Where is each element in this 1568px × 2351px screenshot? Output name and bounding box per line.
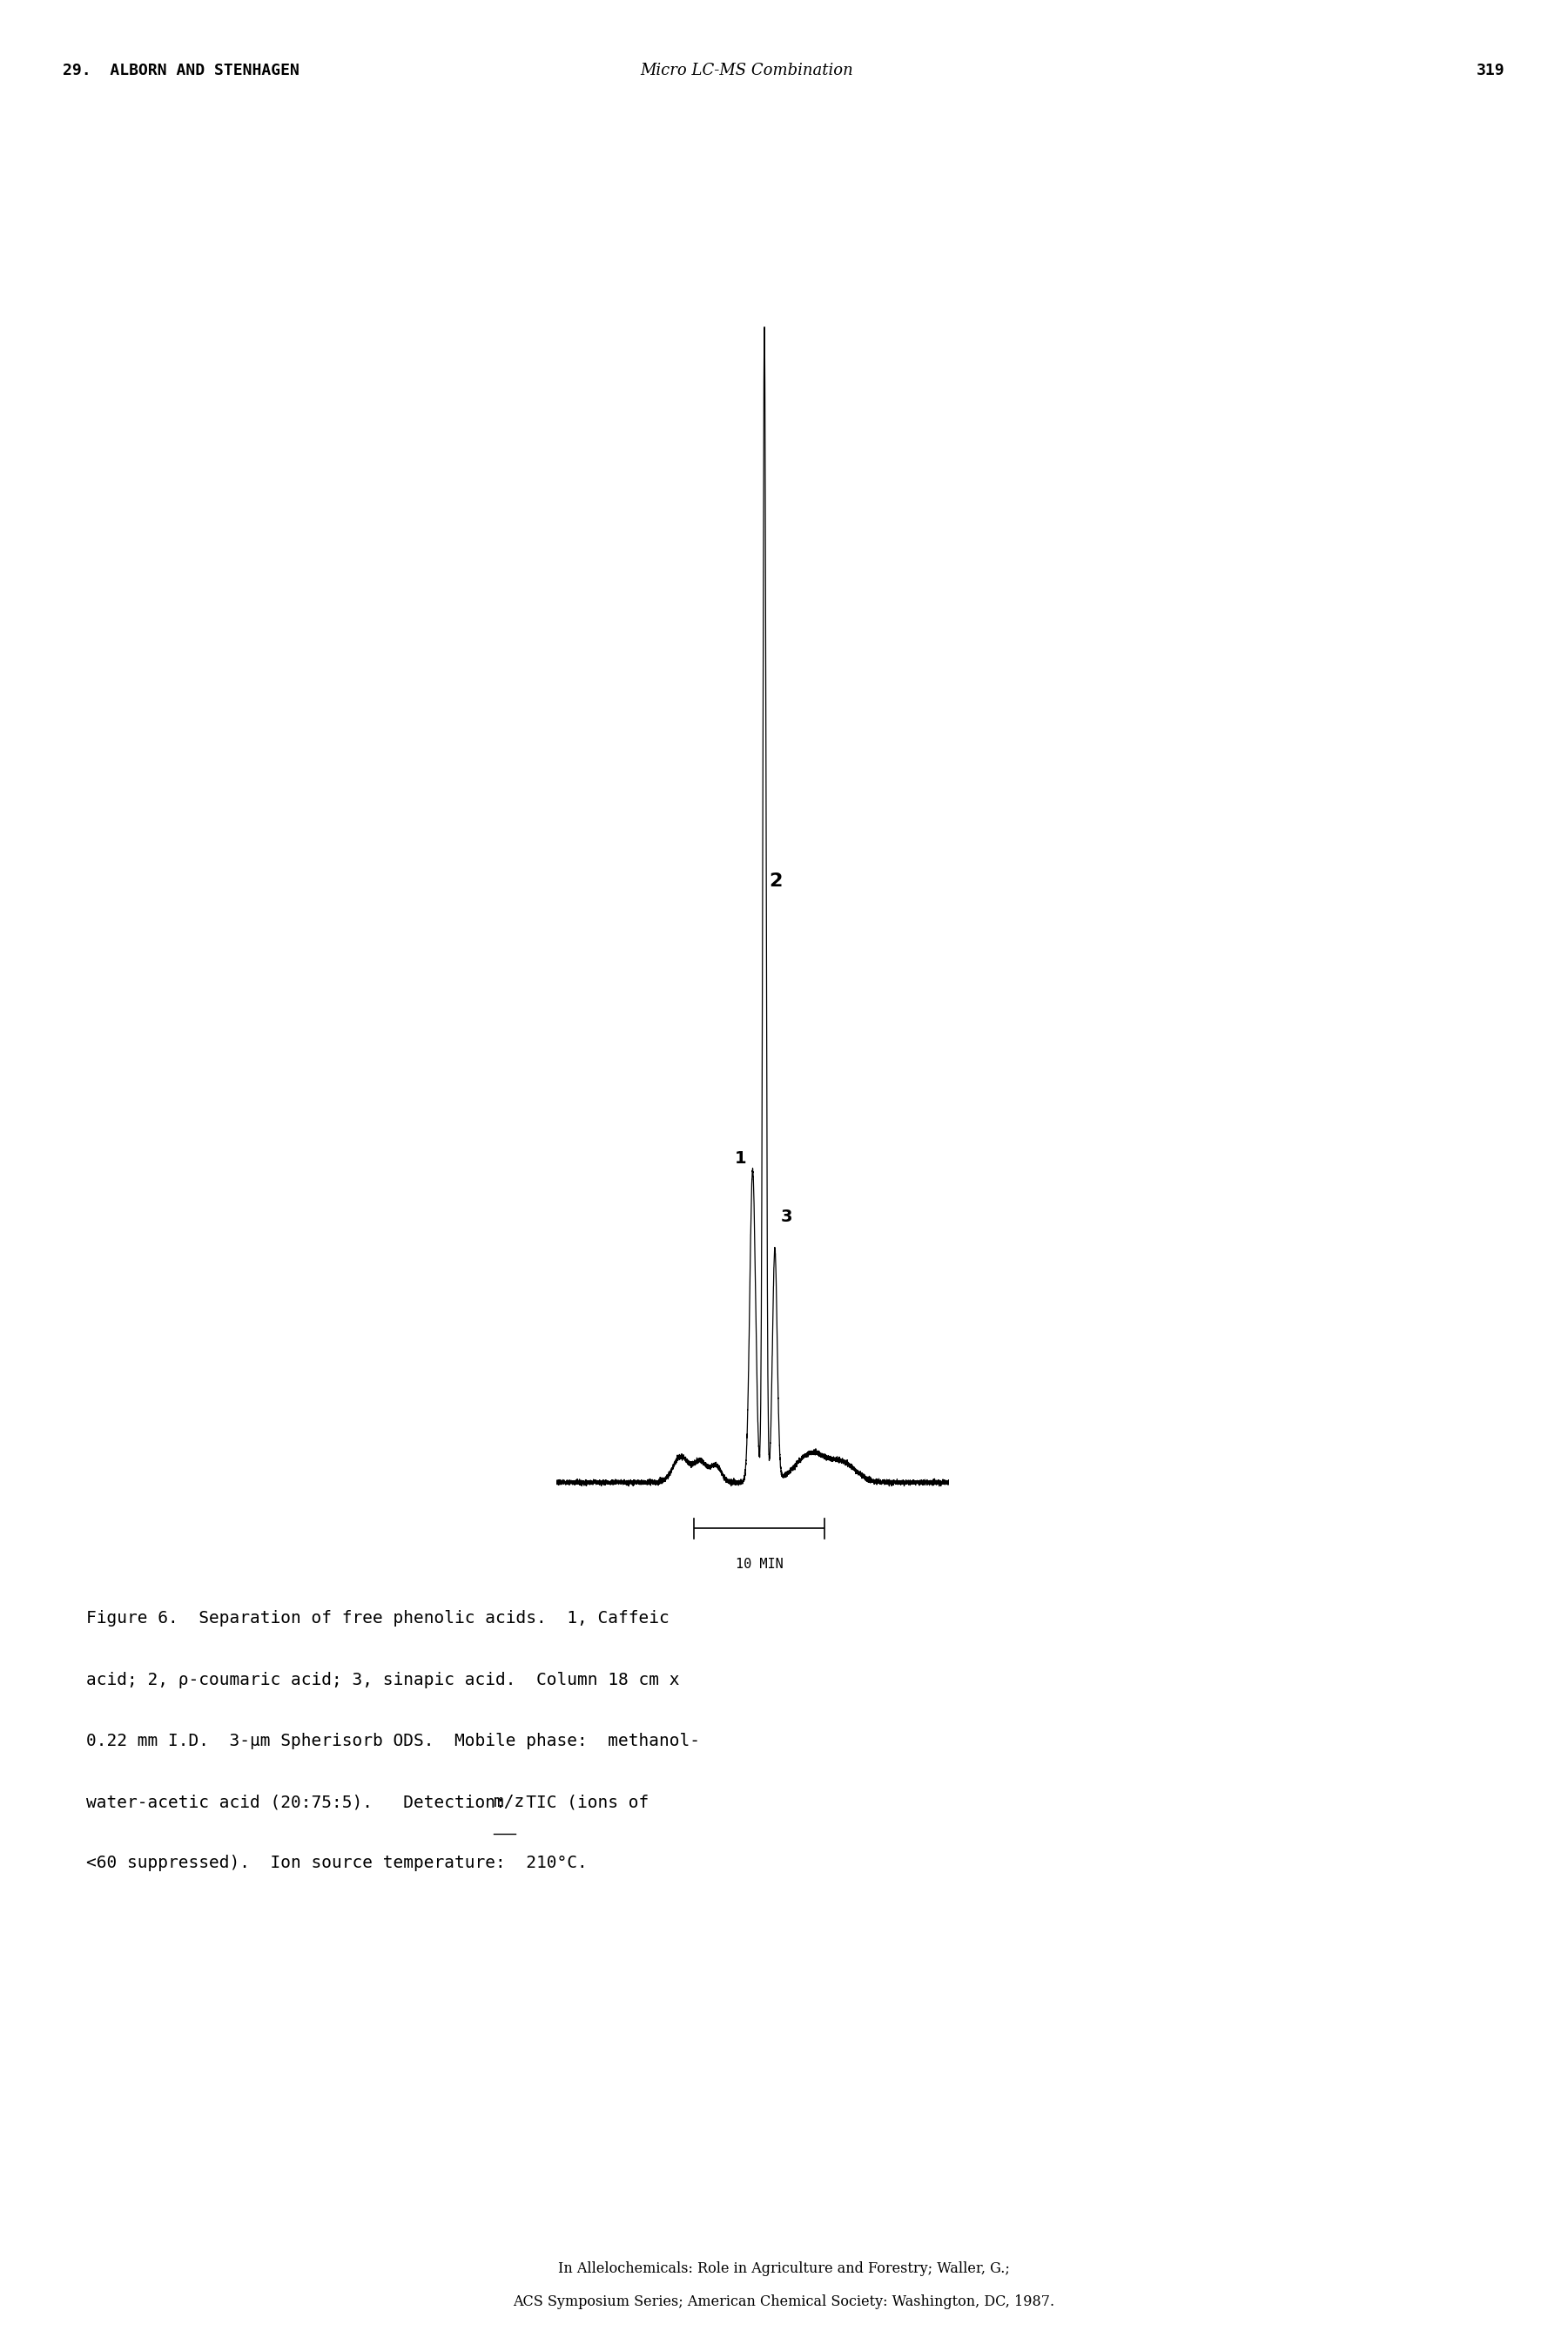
Text: ACS Symposium Series; American Chemical Society: Washington, DC, 1987.: ACS Symposium Series; American Chemical … [513, 2295, 1055, 2309]
Text: 10 MIN: 10 MIN [735, 1556, 782, 1570]
Text: 0.22 mm I.D.  3-μm Spherisorb ODS.  Mobile phase:  methanol-: 0.22 mm I.D. 3-μm Spherisorb ODS. Mobile… [86, 1733, 699, 1749]
Text: 319: 319 [1477, 63, 1505, 78]
Text: 1: 1 [734, 1150, 746, 1166]
Text: 3: 3 [781, 1208, 792, 1225]
Text: 29.  ALBORN AND STENHAGEN: 29. ALBORN AND STENHAGEN [63, 63, 299, 78]
Text: m/z: m/z [494, 1794, 524, 1810]
Text: In Allelochemicals: Role in Agriculture and Forestry; Waller, G.;: In Allelochemicals: Role in Agriculture … [558, 2262, 1010, 2276]
Text: 2: 2 [768, 872, 782, 891]
Text: <60 suppressed).  Ion source temperature:  210°C.: <60 suppressed). Ion source temperature:… [86, 1855, 588, 1871]
Text: water-acetic acid (20:75:5).   Detection:  TIC (ions of: water-acetic acid (20:75:5). Detection: … [86, 1794, 659, 1810]
Text: Micro LC-MS Combination: Micro LC-MS Combination [640, 63, 853, 78]
Text: acid; 2, ρ-coumaric acid; 3, sinapic acid.  Column 18 cm x: acid; 2, ρ-coumaric acid; 3, sinapic aci… [86, 1672, 679, 1688]
Text: Figure 6.  Separation of free phenolic acids.  1, Caffeic: Figure 6. Separation of free phenolic ac… [86, 1610, 670, 1627]
